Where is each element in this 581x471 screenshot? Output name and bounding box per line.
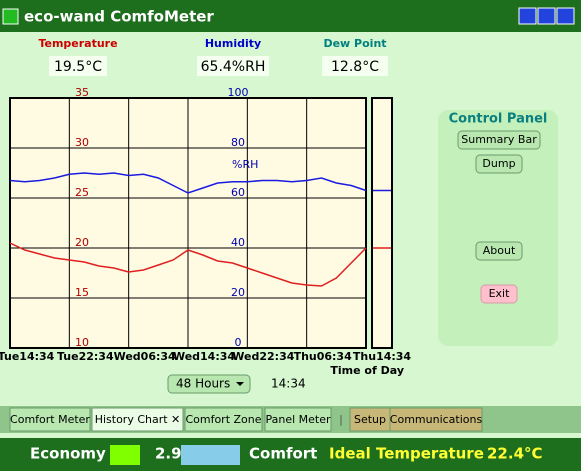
x-tick-label: Tue22:34 [57, 350, 114, 363]
readings: Temperature 19.5°C Humidity 65.4%RH Dew Poin… [38, 37, 388, 76]
reading-value: 19.5°C [54, 59, 102, 75]
x-axis-label: Time of Day [330, 364, 404, 377]
x-tick-label: Wed14:34 [173, 350, 235, 363]
x-tick-label: Wed06:34 [114, 350, 176, 363]
reading-box [49, 56, 107, 76]
button-label: Summary Bar [461, 133, 537, 146]
series-line [9, 242, 367, 287]
buttons: Summary Bar Dump About Exit [457, 130, 541, 304]
range-value: 48 Hours [176, 377, 230, 391]
x-tick-label: Thu06:34 [294, 350, 353, 363]
button[interactable] [475, 241, 523, 261]
close[interactable] [556, 7, 575, 25]
y2-tick-label: 100 [228, 86, 249, 99]
reading-box [197, 56, 269, 76]
button[interactable] [475, 154, 523, 174]
ideal-label: Ideal Temperature [329, 445, 484, 463]
y2-tick-label: 20 [231, 286, 245, 299]
y-tick-label: 35 [75, 86, 89, 99]
status-bar [0, 438, 581, 471]
comfort-label: Comfort [249, 445, 317, 463]
x-tick-label: Thu14:34 [353, 350, 412, 363]
tab-label: Comfort Zone [185, 413, 261, 426]
button[interactable] [457, 130, 541, 150]
current-time: 14:34 [271, 377, 306, 391]
reading-box [322, 56, 388, 76]
y-tick-label: 30 [75, 136, 89, 149]
y-tick-label: 15 [75, 286, 89, 299]
series-line [9, 172, 367, 194]
y2-axis-label: %RH [232, 158, 258, 171]
y-tick-label: 20 [75, 236, 89, 249]
economy-label: Economy [30, 445, 106, 463]
tab[interactable] [184, 407, 263, 432]
economy-swatch [110, 445, 140, 465]
reading-label: Temperature [38, 37, 117, 50]
current-panel [371, 97, 393, 349]
y-tick-label: 10 [75, 336, 89, 349]
minimize[interactable] [518, 7, 537, 25]
tab-label: Setup [354, 413, 386, 426]
range-dropdown[interactable] [167, 374, 251, 394]
tab-label: | [339, 413, 343, 426]
reading-label: Dew Point [323, 37, 386, 50]
maximize[interactable] [537, 7, 556, 25]
y2-tick-label: 60 [231, 186, 245, 199]
y2-tick-label: 80 [231, 136, 245, 149]
comfort-swatch [181, 445, 240, 465]
button-label: Dump [482, 157, 515, 170]
reading-value: 65.4%RH [201, 59, 266, 75]
button-label: About [483, 244, 516, 257]
control-panel-title: Control Panel [449, 112, 548, 127]
x-tick-label: Tue14:34 [0, 350, 55, 363]
tab[interactable] [389, 407, 483, 432]
tab-label: Comfort Meter [10, 413, 90, 426]
tab-label: Communications [390, 413, 483, 426]
reading-label: Humidity [205, 37, 261, 50]
dropdown-arrow [236, 382, 244, 386]
y-tick-label: 25 [75, 186, 89, 199]
chart: 10 15 20 25 30 35 0 20 40 60 80 100 Tue14:34 Tue22:34… [0, 86, 411, 377]
tab[interactable] [91, 407, 184, 432]
tab[interactable] [9, 407, 91, 432]
tabs: Comfort Meter History Chart ✕ Comfort Zone… [9, 407, 483, 432]
tab-label: History Chart ✕ [95, 413, 181, 426]
ideal-value: 22.4°C [487, 445, 543, 463]
tab-label: Panel Meter [265, 413, 331, 426]
tab[interactable] [264, 407, 332, 432]
reading-value: 12.8°C [331, 59, 379, 75]
x-tick-label: Wed22:34 [232, 350, 294, 363]
control-panel [438, 110, 558, 346]
y2-tick-label: 0 [235, 336, 242, 349]
button[interactable] [480, 284, 518, 304]
app-icon [2, 8, 19, 25]
window-title: eco-wand ComfoMeter [24, 8, 214, 26]
title-bar [0, 0, 581, 32]
y2-tick-label: 40 [231, 236, 245, 249]
button-label: Exit [489, 287, 511, 300]
